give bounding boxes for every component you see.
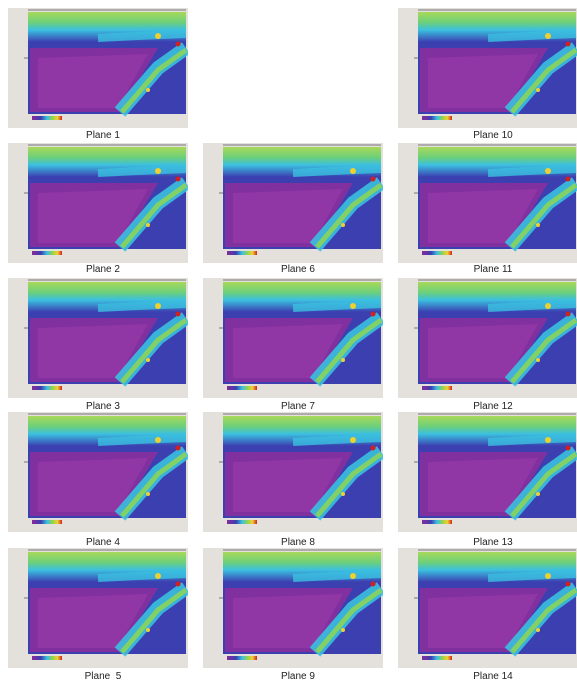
panel-label: Plane 13 [473, 537, 513, 548]
panel-label: Plane 3 [86, 401, 120, 412]
panel-label: Plane 12 [473, 401, 513, 412]
panel-label: Plane 8 [281, 537, 315, 548]
panel-label: Plane 9 [281, 671, 315, 682]
panel-label: Plane 10 [473, 130, 513, 141]
heatmap-image [203, 143, 383, 263]
figure: Plane 1 Plane 10 Plane 2 Plane 6 Plane 11 Pla… [0, 0, 577, 687]
heatmap-image [8, 278, 188, 398]
panel-label: Plane 1 [86, 130, 120, 141]
panel-label: Plane 5 [85, 671, 122, 682]
heatmap-image [398, 143, 577, 263]
heatmap-image [8, 8, 188, 128]
panel-label: Plane 4 [86, 537, 120, 548]
panel-label: Plane 2 [86, 264, 120, 275]
panel-label: Plane 6 [281, 264, 315, 275]
heatmap-image [398, 412, 577, 532]
heatmap-image [8, 412, 188, 532]
heatmap-image [398, 8, 577, 128]
heatmap-image [398, 548, 577, 668]
panel-label: Plane 14 [473, 671, 513, 682]
heatmap-image [203, 278, 383, 398]
heatmap-image [203, 548, 383, 668]
heatmap-image [8, 143, 188, 263]
panel-label: Plane 7 [281, 401, 315, 412]
heatmap-image [203, 412, 383, 532]
heatmap-image [398, 278, 577, 398]
heatmap-image [8, 548, 188, 668]
panel-label: Plane 11 [474, 264, 513, 275]
